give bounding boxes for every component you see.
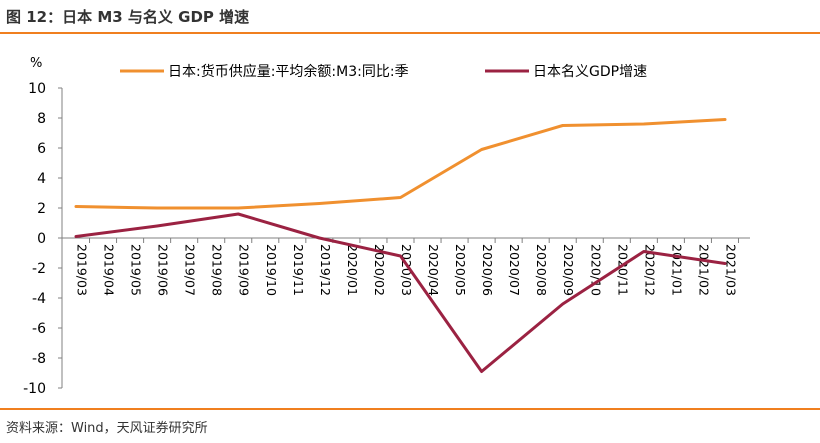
legend-label-1: 日本:货币供应量:平均余额:M3:同比:季 <box>168 63 409 80</box>
x-tick-label: 2020/12 <box>642 244 657 296</box>
x-tick-label: 2019/06 <box>156 244 171 296</box>
figure-title: 图 12：日本 M3 与名义 GDP 增速 <box>6 8 250 26</box>
x-tick-label: 2020/11 <box>615 244 630 296</box>
y-tick-label: 6 <box>37 141 46 157</box>
y-tick-label: 8 <box>37 111 46 127</box>
y-tick-label: 2 <box>37 201 46 217</box>
y-tick-label: -10 <box>23 381 46 397</box>
x-tick-label: 2019/10 <box>264 244 279 296</box>
x-tick-label: 2020/05 <box>453 244 468 296</box>
figure-source: 资料来源：Wind，天风证券研究所 <box>6 421 208 436</box>
x-tick-label: 2020/08 <box>534 244 549 296</box>
x-tick-label: 2019/09 <box>237 244 252 296</box>
x-tick-label: 2020/04 <box>426 244 441 296</box>
series-line-2 <box>74 212 727 373</box>
x-tick-label: 2019/05 <box>129 244 144 296</box>
legend-label-2: 日本名义GDP增速 <box>533 64 647 80</box>
x-tick-label: 2019/11 <box>291 244 306 296</box>
x-tick-label: 2019/08 <box>210 244 225 296</box>
x-tick-label: 2020/02 <box>372 244 387 296</box>
x-tick-label: 2020/06 <box>480 244 495 296</box>
x-tick-label: 2020/01 <box>345 244 360 296</box>
x-tick-label: 2021/02 <box>696 244 711 296</box>
x-tick-label: 2020/07 <box>507 244 522 296</box>
y-unit-label: % <box>30 56 42 71</box>
y-tick-label: -4 <box>32 291 46 307</box>
x-tick-label: 2019/07 <box>183 244 198 296</box>
x-tick-label: 2019/03 <box>75 244 90 296</box>
x-tick-label: 2021/01 <box>669 244 684 296</box>
y-tick-label: -8 <box>32 351 46 367</box>
x-tick-label: 2021/03 <box>723 244 738 296</box>
x-tick-label: 2019/04 <box>102 244 117 296</box>
y-tick-label: 4 <box>37 171 46 187</box>
x-tick-label: 2020/09 <box>561 244 576 296</box>
top-rule <box>0 32 820 34</box>
y-tick-label: 0 <box>37 231 46 247</box>
x-tick-label: 2020/10 <box>588 244 603 296</box>
y-tick-label: -2 <box>32 261 46 277</box>
x-tick-label: 2019/12 <box>318 244 333 296</box>
y-tick-label: 10 <box>28 81 46 97</box>
y-tick-label: -6 <box>32 321 46 337</box>
series-line-1 <box>74 118 727 210</box>
bottom-rule <box>0 408 820 410</box>
